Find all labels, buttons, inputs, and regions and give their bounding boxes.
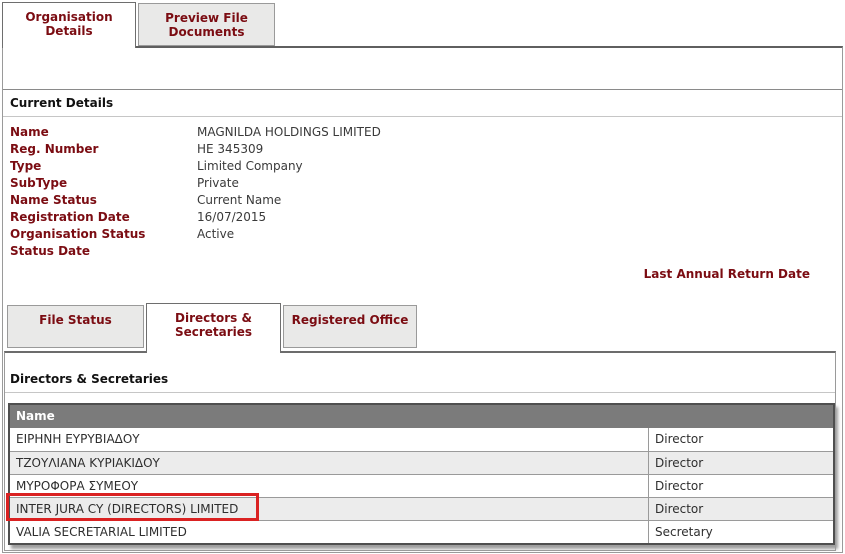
field-value: Active xyxy=(197,227,235,241)
table-row[interactable]: ΜΥΡΟΦΟΡΑ ΣΥΜΕΟΥ Director xyxy=(10,474,833,497)
table-row[interactable]: ΤΖΟΥΛΙΑΝΑ ΚΥΡΙΑΚΙΔΟΥ Director xyxy=(10,451,833,474)
field-label: Status Date xyxy=(10,244,91,258)
divider xyxy=(3,89,842,90)
field-label: SubType xyxy=(10,176,68,190)
field-value: Limited Company xyxy=(197,159,303,173)
field-label: Reg. Number xyxy=(10,142,99,156)
field-value: MAGNILDA HOLDINGS LIMITED xyxy=(197,125,381,139)
field-name-status: Name Status Current Name xyxy=(10,192,610,209)
field-value: Private xyxy=(197,176,239,190)
field-label: Name xyxy=(10,125,49,139)
field-label: Organisation Status xyxy=(10,227,146,241)
field-label: Type xyxy=(10,159,42,173)
field-value: HE 345309 xyxy=(197,142,264,156)
current-details-fields: Name MAGNILDA HOLDINGS LIMITED Reg. Numbe… xyxy=(10,124,610,260)
director-role-cell: Director xyxy=(648,475,833,497)
table-row-highlighted[interactable]: INTER JURA CY (DIRECTORS) LIMITED Direct… xyxy=(10,497,833,520)
director-role-cell: Director xyxy=(648,498,833,520)
director-name-cell: ΕΙΡΗΝΗ ΕΥΡΥΒΙΑΔΟΥ xyxy=(16,432,140,446)
last-annual-return-date-label: Last Annual Return Date xyxy=(643,267,810,281)
tab-organisation-details[interactable]: Organisation Details xyxy=(2,2,136,48)
director-name-cell: INTER JURA CY (DIRECTORS) LIMITED xyxy=(16,502,239,516)
director-role-cell: Director xyxy=(648,428,833,451)
field-reg-number: Reg. Number HE 345309 xyxy=(10,141,610,158)
field-label: Name Status xyxy=(10,193,97,207)
tab-directors-secretaries[interactable]: Directors & Secretaries xyxy=(146,303,281,353)
divider xyxy=(3,116,842,117)
field-subtype: SubType Private xyxy=(10,175,610,192)
directors-table: Name ΕΙΡΗΝΗ ΕΥΡΥΒΙΑΔΟΥ Director ΤΖΟΥΛΙΑΝ… xyxy=(8,403,835,545)
director-role-cell: Secretary xyxy=(648,521,833,543)
field-type: Type Limited Company xyxy=(10,158,610,175)
field-value: 16/07/2015 xyxy=(197,210,267,224)
directors-secretaries-heading: Directors & Secretaries xyxy=(10,372,169,386)
director-name-cell: ΤΖΟΥΛΙΑΝΑ ΚΥΡΙΑΚΙΔΟΥ xyxy=(16,456,160,470)
table-row[interactable]: ΕΙΡΗΝΗ ΕΥΡΥΒΙΑΔΟΥ Director xyxy=(10,428,833,451)
current-details-heading: Current Details xyxy=(10,96,114,110)
field-name: Name MAGNILDA HOLDINGS LIMITED xyxy=(10,124,610,141)
divider xyxy=(5,392,835,393)
tab-registered-office[interactable]: Registered Office xyxy=(283,305,417,348)
table-header-name: Name xyxy=(10,405,833,428)
field-label: Registration Date xyxy=(10,210,130,224)
director-name-cell: ΜΥΡΟΦΟΡΑ ΣΥΜΕΟΥ xyxy=(16,479,139,493)
director-role-cell: Director xyxy=(648,452,833,474)
tab-file-status[interactable]: File Status xyxy=(7,305,144,348)
director-name-cell: VALIA SECRETARIAL LIMITED xyxy=(16,525,187,539)
table-row[interactable]: VALIA SECRETARIAL LIMITED Secretary xyxy=(10,520,833,543)
field-value: Current Name xyxy=(197,193,282,207)
field-status-date: Status Date xyxy=(10,243,610,260)
field-registration-date: Registration Date 16/07/2015 xyxy=(10,209,610,226)
field-organisation-status: Organisation Status Active xyxy=(10,226,610,243)
tab-preview-file-documents[interactable]: Preview File Documents xyxy=(138,3,275,46)
